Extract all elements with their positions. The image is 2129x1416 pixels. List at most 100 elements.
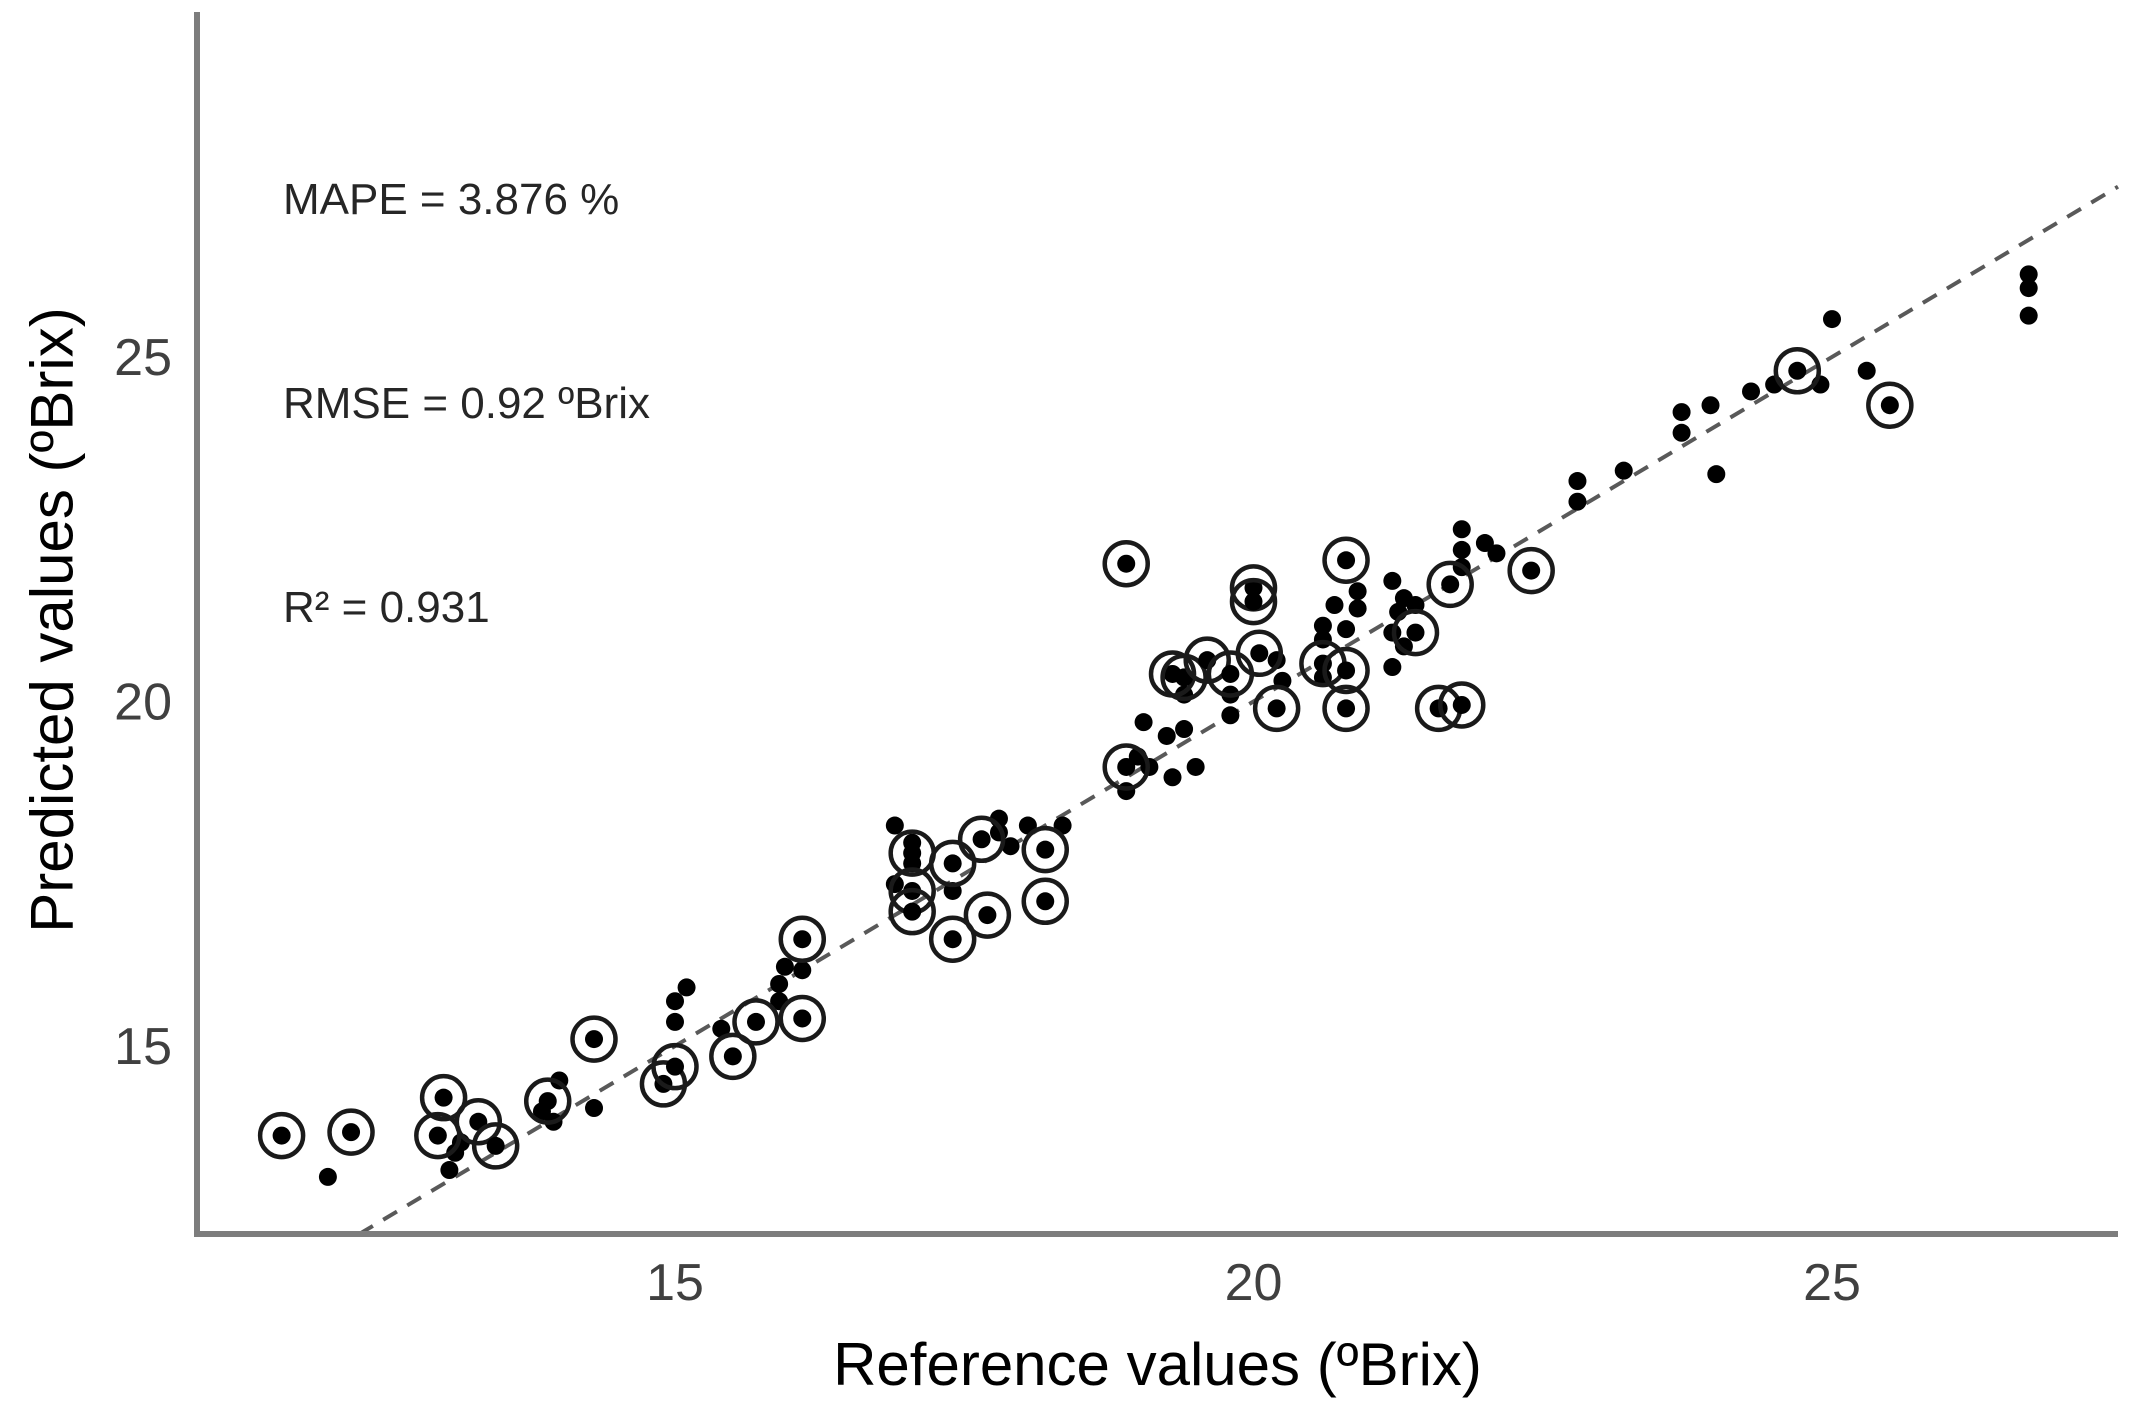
circled-data-point <box>585 1030 604 1049</box>
data-point <box>1163 768 1182 787</box>
data-point <box>1325 596 1344 615</box>
circled-data-point-ring <box>1229 577 1278 626</box>
data-point <box>1134 713 1153 732</box>
circled-data-point <box>1337 661 1356 680</box>
y-tick-label: 20 <box>114 674 172 732</box>
circled-data-point <box>666 1057 684 1076</box>
data-point <box>1568 472 1587 491</box>
circled-data-point <box>1250 644 1269 663</box>
circled-data-point <box>1036 840 1055 859</box>
data-point <box>1672 423 1691 442</box>
circled-data-point-ring <box>570 1015 618 1063</box>
data-point <box>1337 620 1356 639</box>
data-point <box>1707 465 1726 484</box>
circled-data-point <box>1117 554 1136 573</box>
circled-data-point-ring <box>419 1073 468 1122</box>
circled-data-point-ring <box>1102 539 1150 588</box>
data-point <box>770 974 789 993</box>
circled-data-point <box>978 906 997 925</box>
circled-data-point-ring <box>1322 536 1370 585</box>
data-point <box>1001 837 1020 856</box>
circled-data-point <box>1337 699 1356 718</box>
circled-data-point <box>972 830 991 849</box>
circled-data-point-ring <box>1426 560 1474 609</box>
circled-data-point-ring <box>1252 684 1301 733</box>
data-point <box>1487 544 1506 563</box>
circled-data-point-ring <box>1021 877 1069 926</box>
circled-data-point-ring <box>1322 646 1370 695</box>
data-point <box>677 978 696 997</box>
circled-data-point <box>428 1126 447 1145</box>
circled-data-point <box>943 930 962 949</box>
data-point <box>1742 382 1761 401</box>
circled-data-point-ring <box>928 839 977 888</box>
circled-data-point <box>793 930 812 949</box>
circled-data-point-ring <box>523 1077 572 1125</box>
circled-data-point-ring <box>778 994 827 1043</box>
y-axis-title: Predicted values (ºBrix) <box>18 307 86 933</box>
circled-data-point-ring <box>1866 381 1914 429</box>
circled-data-point-ring <box>257 1111 306 1160</box>
circled-data-point-ring <box>957 815 1006 864</box>
circled-data-point <box>1441 575 1460 594</box>
circled-data-point <box>1788 361 1807 380</box>
data-point <box>885 816 904 835</box>
data-point <box>1568 492 1587 511</box>
circled-data-point <box>1406 623 1425 642</box>
circled-data-point-ring <box>1391 608 1440 657</box>
data-point <box>1383 571 1402 590</box>
x-tick-label: 15 <box>646 1254 704 1312</box>
circled-data-point <box>1244 578 1263 597</box>
data-point <box>1348 582 1367 601</box>
circled-data-point-ring <box>327 1108 375 1156</box>
data-point <box>1672 403 1691 422</box>
circled-data-point-ring <box>454 1098 503 1146</box>
circled-data-point <box>943 854 962 873</box>
data-point <box>1383 658 1402 677</box>
data-point <box>1475 534 1494 553</box>
circled-data-point <box>1337 551 1356 570</box>
data-point <box>666 992 684 1011</box>
circled-data-point <box>903 844 922 863</box>
stats-annotation: MAPE = 3.876 % RMSE = 0.92 ºBrix R² = 0.… <box>283 30 650 778</box>
circled-data-point-ring <box>1438 681 1486 729</box>
circled-data-point-ring <box>732 998 780 1046</box>
stat-mape: MAPE = 3.876 % <box>283 175 620 224</box>
circled-data-point <box>342 1123 361 1142</box>
circled-data-point <box>486 1136 505 1155</box>
data-point <box>1221 706 1240 725</box>
circled-data-point-ring <box>928 915 977 963</box>
circled-data-point-ring <box>1102 743 1150 791</box>
data-point <box>666 1012 684 1031</box>
circled-data-point-ring <box>1235 629 1284 678</box>
data-point <box>712 1019 731 1038</box>
circled-data-point <box>1880 396 1899 415</box>
y-tick-label: 15 <box>114 1018 172 1076</box>
circled-data-point <box>746 1012 765 1031</box>
data-point <box>585 1099 604 1118</box>
data-point <box>440 1161 459 1180</box>
stat-rmse: RMSE = 0.92 ºBrix <box>283 379 650 428</box>
circled-data-point-ring <box>888 887 936 936</box>
data-point <box>1157 726 1176 745</box>
identity-line <box>358 184 2120 1236</box>
data-point <box>1452 520 1471 539</box>
data-point <box>775 957 794 976</box>
circled-data-point <box>723 1047 742 1066</box>
circled-data-point <box>1244 592 1263 611</box>
data-point <box>1452 540 1471 559</box>
y-tick-label: 25 <box>114 329 172 387</box>
data-point <box>2019 306 2038 325</box>
circled-data-point <box>1267 699 1286 718</box>
circled-data-point-ring <box>1773 347 1822 395</box>
data-point <box>1348 599 1367 618</box>
circled-data-point <box>1117 757 1136 776</box>
circled-data-point-ring <box>1322 684 1370 733</box>
data-point <box>1117 782 1136 801</box>
data-point <box>1313 616 1332 635</box>
circled-data-point-ring <box>651 1042 699 1091</box>
circled-data-point-ring <box>778 915 827 963</box>
data-point <box>1614 461 1633 480</box>
x-tick-label: 25 <box>1803 1254 1861 1312</box>
